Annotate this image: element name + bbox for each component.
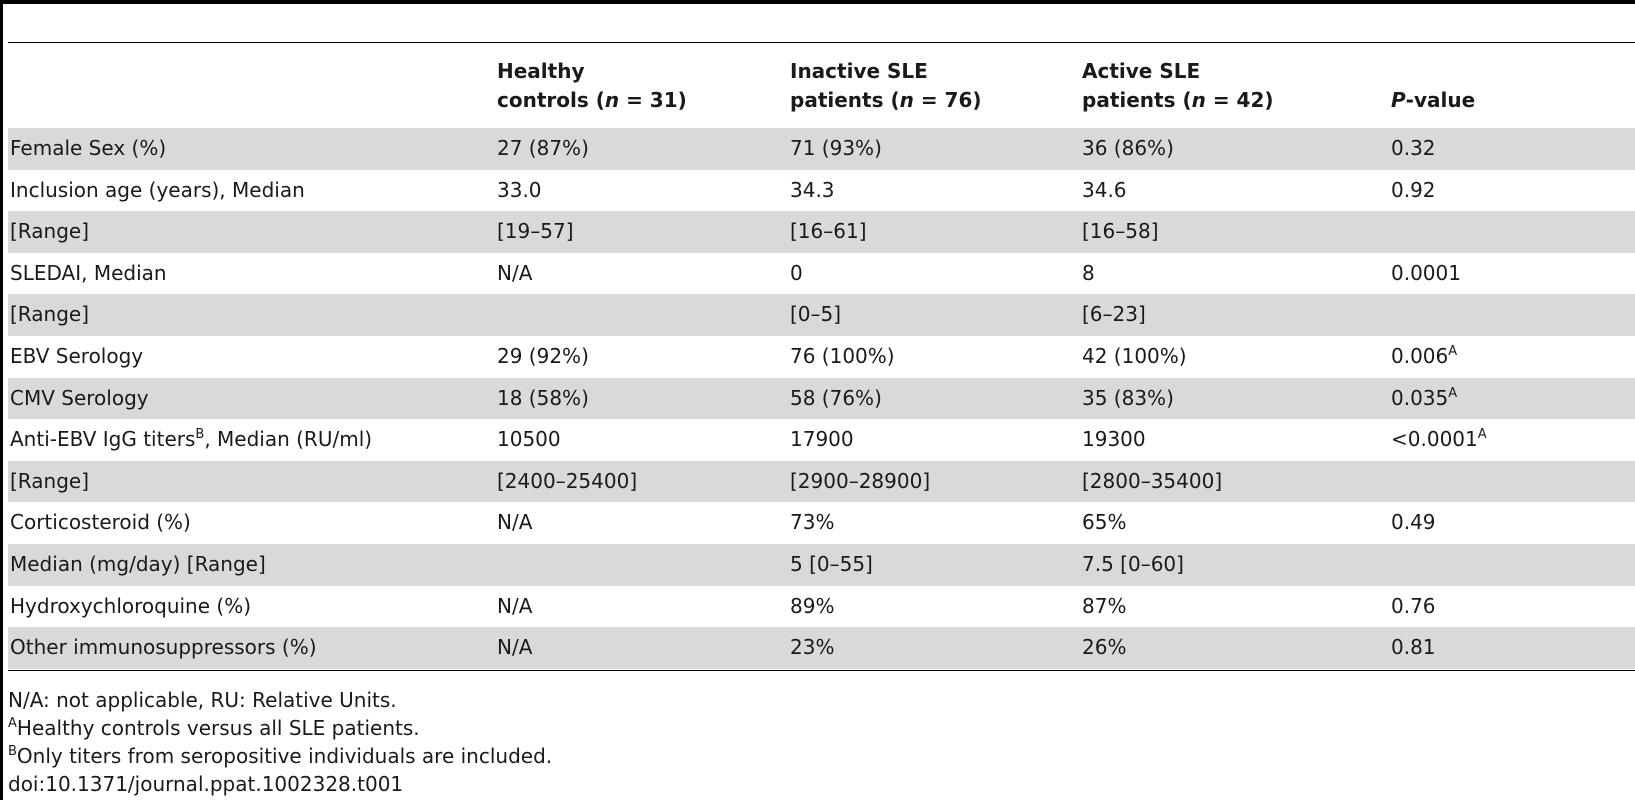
cell-characteristic: [Range] xyxy=(10,468,89,493)
cell-p-value: 0.035A xyxy=(1391,385,1458,410)
header-p-value: P-value xyxy=(1391,88,1476,112)
cell-characteristic: Anti-EBV IgG titersB, Median (RU/ml) xyxy=(10,427,373,452)
cell-healthy-controls: 33.0 xyxy=(497,177,542,202)
header-rule xyxy=(8,42,1635,43)
cell-healthy-controls: 27 (87%) xyxy=(497,136,589,160)
cell-inactive-sle: 5 [0–55] xyxy=(790,551,873,576)
cell-active-sle: 19300 xyxy=(1082,427,1146,452)
top-border-rule xyxy=(0,0,1635,4)
cell-p-value: 0.006A xyxy=(1391,343,1458,368)
cell-inactive-sle: 73% xyxy=(790,510,835,535)
cell-active-sle: 7.5 [0–60] xyxy=(1082,551,1184,576)
header-line2: controls (n = 31) xyxy=(497,88,687,112)
cell-inactive-sle: 71 (93%) xyxy=(790,136,882,160)
cell-active-sle: 35 (83%) xyxy=(1082,385,1174,410)
cell-characteristic: Corticosteroid (%) xyxy=(10,510,191,535)
header-healthy-controls: Healthy controls (n = 31) xyxy=(497,57,687,115)
table-row: [Range] [19–57] [16–61] [16–58] xyxy=(8,211,1635,253)
cell-characteristic: Female Sex (%) xyxy=(10,136,167,160)
cell-inactive-sle: 0 xyxy=(790,260,803,285)
cell-inactive-sle: 34.3 xyxy=(790,177,835,202)
cell-p-value: 0.0001 xyxy=(1391,260,1461,285)
table-row: Other immunosuppressors (%) N/A 23% 26% 0.81 xyxy=(8,627,1635,669)
cell-healthy-controls: 10500 xyxy=(497,427,561,452)
table-row: Corticosteroid (%) N/A 73% 65% 0.49 xyxy=(8,502,1635,544)
cell-p-value: 0.32 xyxy=(1391,136,1436,160)
cell-active-sle: 87% xyxy=(1082,593,1127,618)
bottom-rule xyxy=(8,670,1635,671)
header-active-sle: Active SLE patients (n = 42) xyxy=(1082,57,1274,115)
cell-healthy-controls: 29 (92%) xyxy=(497,343,589,368)
cell-inactive-sle: [0–5] xyxy=(790,302,842,327)
table-row: [Range] [2400–25400] [2900–28900] [2800–354… xyxy=(8,460,1635,503)
cell-active-sle: 42 (100%) xyxy=(1082,343,1187,368)
table-row: Hydroxychloroquine (%) N/A 89% 87% 0.76 xyxy=(8,586,1635,628)
table-row: CMV Serology 18 (58%) 58 (76%) 35 (83%) 0.03… xyxy=(8,377,1635,420)
cell-active-sle: [2800–35400] xyxy=(1082,468,1223,493)
footnote-a: AHealthy controls versus all SLE patient… xyxy=(8,716,420,740)
cell-characteristic: SLEDAI, Median xyxy=(10,260,167,285)
cell-characteristic: CMV Serology xyxy=(10,385,149,410)
header-inactive-sle: Inactive SLE patients (n = 76) xyxy=(790,57,982,115)
header-line2: patients (n = 42) xyxy=(1082,88,1274,112)
footnote-b: BOnly titers from seropositive individua… xyxy=(8,744,553,768)
cell-characteristic: EBV Serology xyxy=(10,343,144,368)
header-line2: patients (n = 76) xyxy=(790,88,982,112)
cell-p-value: 0.76 xyxy=(1391,593,1436,618)
header-line1: Healthy xyxy=(497,59,585,83)
cell-inactive-sle: 23% xyxy=(790,635,835,660)
cell-healthy-controls: N/A xyxy=(497,510,533,535)
cell-p-value: 0.81 xyxy=(1391,635,1436,660)
cell-active-sle: [16–58] xyxy=(1082,219,1159,244)
footnote-abbreviations: N/A: not applicable, RU: Relative Units. xyxy=(8,688,397,712)
cell-healthy-controls: N/A xyxy=(497,635,533,660)
cell-characteristic: Inclusion age (years), Median xyxy=(10,177,305,202)
cell-inactive-sle: 17900 xyxy=(790,427,854,452)
footnotes: N/A: not applicable, RU: Relative Units.… xyxy=(8,686,552,798)
table-row: Median (mg/day) [Range] 5 [0–55] 7.5 [0–60… xyxy=(8,543,1635,586)
cell-p-value: 0.49 xyxy=(1391,510,1436,535)
cell-healthy-controls: [2400–25400] xyxy=(497,468,638,493)
cell-inactive-sle: 89% xyxy=(790,593,835,618)
cell-active-sle: 34.6 xyxy=(1082,177,1127,202)
cell-inactive-sle: [16–61] xyxy=(790,219,867,244)
cell-active-sle: 36 (86%) xyxy=(1082,136,1174,160)
cell-active-sle: [6–23] xyxy=(1082,302,1146,327)
table-row: Female Sex (%) 27 (87%) 71 (93%) 36 (86%) 0.… xyxy=(8,128,1635,170)
cell-active-sle: 26% xyxy=(1082,635,1127,660)
cell-inactive-sle: 76 (100%) xyxy=(790,343,895,368)
header-line1: Inactive SLE xyxy=(790,59,928,83)
cell-characteristic: [Range] xyxy=(10,219,89,244)
table-row: SLEDAI, Median N/A 0 8 0.0001 xyxy=(8,253,1635,295)
cell-active-sle: 8 xyxy=(1082,260,1095,285)
left-border-rule xyxy=(0,0,3,800)
table-row: EBV Serology 29 (92%) 76 (100%) 42 (100%) 0.… xyxy=(8,336,1635,378)
cell-characteristic: [Range] xyxy=(10,302,89,327)
cell-characteristic: Median (mg/day) [Range] xyxy=(10,551,266,576)
cell-inactive-sle: [2900–28900] xyxy=(790,468,931,493)
cell-healthy-controls: N/A xyxy=(497,260,533,285)
table-row: Anti-EBV IgG titersB, Median (RU/ml) 1050… xyxy=(8,419,1635,461)
cell-healthy-controls: N/A xyxy=(497,593,533,618)
cell-inactive-sle: 58 (76%) xyxy=(790,385,882,410)
table-row: Inclusion age (years), Median 33.0 34.3 34.… xyxy=(8,170,1635,212)
cell-p-value: 0.92 xyxy=(1391,177,1436,202)
doi: doi:10.1371/journal.ppat.1002328.t001 xyxy=(8,772,404,796)
table-header: Healthy controls (n = 31) Inactive SLE p… xyxy=(8,43,1635,128)
table-row: [Range] [0–5] [6–23] xyxy=(8,294,1635,336)
cell-characteristic: Other immunosuppressors (%) xyxy=(10,635,317,660)
cell-characteristic: Hydroxychloroquine (%) xyxy=(10,593,252,618)
cell-healthy-controls: [19–57] xyxy=(497,219,574,244)
header-line1: Active SLE xyxy=(1082,59,1201,83)
cell-healthy-controls: 18 (58%) xyxy=(497,385,589,410)
table-body: Female Sex (%) 27 (87%) 71 (93%) 36 (86%) 0.… xyxy=(8,128,1635,669)
cell-p-value: <0.0001A xyxy=(1391,427,1487,452)
cell-active-sle: 65% xyxy=(1082,510,1127,535)
